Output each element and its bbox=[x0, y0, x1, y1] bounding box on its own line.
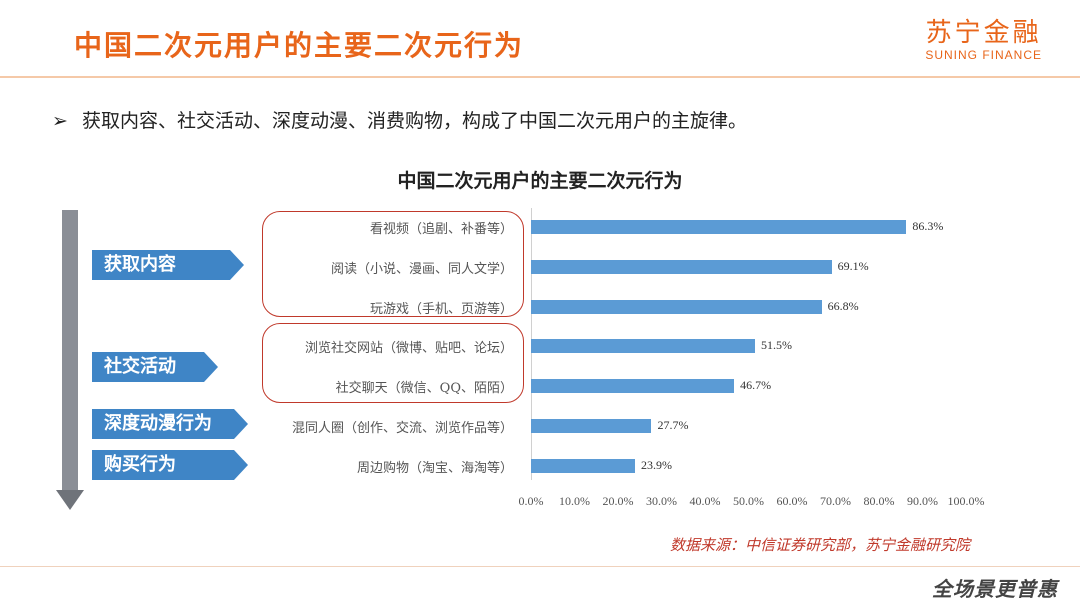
page-title: 中国二次元用户的主要二次元行为 bbox=[74, 29, 525, 62]
x-tick-label: 20.0% bbox=[602, 494, 634, 508]
bar-value-label: 46.7% bbox=[740, 378, 772, 393]
bar-value-label: 51.5% bbox=[761, 338, 793, 353]
x-tick-label: 10.0% bbox=[559, 494, 590, 508]
x-tick-label: 90.0% bbox=[907, 494, 938, 508]
category-label-content: 获取内容 bbox=[92, 250, 244, 280]
flow-arrow-shaft bbox=[62, 210, 78, 492]
x-tick-label: 100.0% bbox=[947, 494, 985, 508]
logo-chinese-text: 苏宁金融 bbox=[925, 18, 1042, 48]
bar bbox=[531, 379, 735, 394]
arrow-bullet-icon: ➢ bbox=[52, 110, 68, 132]
summary-text: 获取内容、社交活动、深度动漫、消费购物，构成了中国二次元用户的主旋律。 bbox=[82, 110, 748, 132]
chart-title: 中国二次元用户的主要二次元行为 bbox=[397, 170, 683, 192]
group-box-social bbox=[262, 323, 524, 403]
x-tick-label: 60.0% bbox=[776, 494, 808, 508]
slogan-logo: 全场景更普惠 bbox=[932, 577, 1058, 601]
x-tick-label: 30.0% bbox=[646, 494, 677, 508]
bar-category-label: 看视频（追剧、补番等） bbox=[369, 222, 513, 237]
logo-english-text: SUNING FINANCE bbox=[925, 48, 1042, 62]
data-source-note: 数据来源：中信证券研究部，苏宁金融研究院 bbox=[669, 536, 970, 554]
x-tick-label: 0.0% bbox=[518, 494, 544, 508]
bar-value-label: 86.3% bbox=[912, 219, 944, 233]
bar-category-label: 浏览社交网站（微博、贴吧、论坛） bbox=[304, 341, 513, 357]
bar-category-label: 周边购物（淘宝、海淘等） bbox=[356, 460, 513, 476]
down-arrow-icon bbox=[56, 490, 84, 510]
footer-divider bbox=[0, 566, 1080, 567]
bar-value-label: 66.8% bbox=[827, 298, 859, 313]
bar-value-label: 69.1% bbox=[837, 258, 869, 273]
bar bbox=[531, 339, 756, 354]
category-label-deep-anime: 深度动漫行为 bbox=[92, 409, 248, 439]
summary-bullet: ➢ 获取内容、社交活动、深度动漫、消费购物，构成了中国二次元用户的主旋律。 bbox=[52, 106, 747, 133]
bar bbox=[531, 299, 822, 314]
bar-category-label: 混同人圈（创作、交流、浏览作品等） bbox=[291, 421, 513, 436]
bar-category-label: 社交聊天（微信、QQ、陌陌） bbox=[335, 381, 513, 397]
bar-category-label: 阅读（小说、漫画、同人文学） bbox=[330, 261, 513, 277]
x-tick-label: 80.0% bbox=[863, 494, 895, 508]
category-label-social: 社交活动 bbox=[92, 352, 218, 382]
x-tick-label: 50.0% bbox=[733, 494, 764, 508]
bar-value-label: 23.9% bbox=[640, 457, 672, 472]
x-tick-label: 40.0% bbox=[689, 494, 721, 508]
group-box-content bbox=[262, 211, 524, 317]
bar bbox=[531, 259, 832, 274]
bar-value-label: 27.7% bbox=[657, 418, 689, 432]
bar bbox=[531, 419, 652, 433]
bar bbox=[531, 220, 907, 234]
category-label-purchase: 购买行为 bbox=[92, 450, 248, 480]
suning-finance-logo: 苏宁金融 SUNING FINANCE bbox=[925, 18, 1042, 62]
bar bbox=[531, 458, 635, 473]
header-divider bbox=[0, 76, 1080, 78]
bar-category-label: 玩游戏（手机、页游等） bbox=[369, 301, 513, 317]
x-tick-label: 70.0% bbox=[820, 494, 851, 508]
